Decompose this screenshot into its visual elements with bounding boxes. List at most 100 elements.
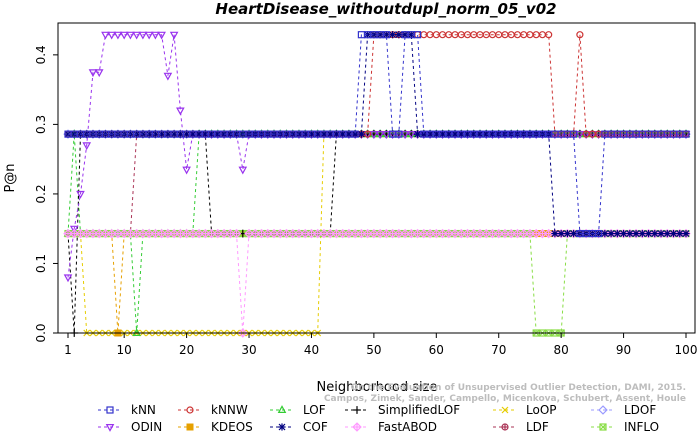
data-point (613, 229, 621, 238)
legend-marker (599, 423, 607, 431)
legend-marker (278, 423, 286, 431)
series-odin (63, 31, 691, 283)
data-point (413, 130, 422, 138)
legend-label: INFLO (624, 420, 659, 434)
data-point (632, 229, 640, 238)
series-kdeos (64, 230, 690, 337)
data-point (644, 131, 653, 139)
legend-marker (352, 422, 362, 432)
legend-item-odin: ODIN (98, 420, 162, 434)
series-knnw (64, 31, 690, 138)
x-tick-label: 60 (429, 343, 444, 357)
legend-label: kNN (131, 403, 156, 417)
data-point (144, 31, 154, 40)
data-point (663, 229, 671, 238)
data-point (570, 229, 578, 238)
data-point (575, 131, 585, 139)
data-point (669, 131, 678, 139)
data-point (545, 31, 553, 39)
legend-label: LOF (303, 403, 326, 417)
x-tick-label: 1 (64, 343, 72, 357)
y-tick-label: 0.4 (34, 45, 48, 64)
data-point (675, 131, 685, 139)
data-point (556, 131, 566, 139)
x-tick-label: 70 (491, 343, 506, 357)
data-point (638, 229, 646, 238)
data-point (400, 131, 410, 139)
series-line-inflo (68, 233, 686, 334)
legend-label: kNNW (211, 403, 248, 417)
data-point (637, 131, 647, 139)
data-point (389, 31, 397, 39)
data-point (681, 131, 691, 139)
legend-marker (501, 406, 509, 414)
data-point (395, 130, 403, 138)
series-line-ldf (68, 133, 686, 235)
data-point (625, 131, 635, 139)
legend: kNN ODIN kNNW KDEOS LOF COF SimplifiedLOF FastA… (98, 403, 659, 434)
y-tick-label: 0.3 (34, 115, 48, 134)
legend-marker (106, 406, 114, 414)
legend-label: LDF (526, 420, 549, 434)
data-point (101, 31, 110, 40)
data-point (113, 31, 123, 40)
data-point (657, 229, 665, 238)
x-tick-label: 80 (554, 343, 569, 357)
x-tick-label: 40 (304, 343, 319, 357)
y-tick-label: 0.0 (34, 323, 48, 342)
series-line-kdeos (68, 233, 686, 334)
data-point (569, 131, 578, 139)
data-point (351, 130, 359, 138)
data-point (600, 131, 610, 139)
legend-label: FastABOD (378, 420, 437, 434)
data-point (626, 229, 634, 238)
data-point (169, 31, 179, 40)
legend-label: LoOP (526, 403, 557, 417)
data-point (407, 131, 416, 139)
data-point (588, 131, 597, 139)
y-tick-label: 0.2 (34, 184, 48, 203)
legend-item-lof: LOF (270, 403, 326, 417)
data-point (551, 229, 559, 238)
data-point (413, 31, 422, 39)
x-tick-label: 30 (241, 343, 256, 357)
data-point (94, 69, 104, 78)
watermark-line-1: On the Evaluation of Unsupervised Outlie… (351, 383, 686, 393)
legend-label: ODIN (131, 420, 162, 434)
x-tick-label: 50 (366, 343, 381, 357)
data-point (357, 130, 365, 138)
legend-item-ldof: LDOF (591, 403, 656, 417)
legend-marker (186, 423, 194, 431)
data-point (576, 31, 584, 39)
y-tick-label: 0.1 (34, 254, 48, 273)
legend-marker (353, 406, 361, 414)
data-point (238, 166, 248, 175)
data-point (107, 31, 117, 40)
data-point (662, 131, 672, 139)
data-point (650, 131, 660, 139)
legend-marker (277, 405, 287, 413)
data-point (382, 31, 390, 39)
legend-item-cof: COF (270, 420, 328, 434)
data-point (119, 31, 129, 40)
data-point (395, 31, 403, 39)
data-point (382, 131, 391, 139)
data-point (375, 131, 385, 139)
data-point (126, 31, 135, 40)
legend-marker (501, 423, 509, 431)
data-point (88, 69, 98, 78)
y-axis: 0.0 0.1 0.2 0.3 0.4 (34, 45, 58, 343)
data-point (394, 131, 404, 139)
series-knn (64, 31, 690, 238)
data-point (388, 131, 397, 139)
legend-item-inflo: INFLO (591, 420, 659, 434)
legend-item-kdeos: KDEOS (178, 420, 253, 434)
data-point (676, 229, 684, 238)
data-point (163, 72, 173, 81)
chart-title: HeartDisease_withoutdupl_norm_05_v02 (215, 0, 556, 18)
data-point (594, 131, 603, 139)
data-point (619, 229, 628, 238)
data-point (644, 229, 653, 238)
data-point (550, 131, 560, 139)
